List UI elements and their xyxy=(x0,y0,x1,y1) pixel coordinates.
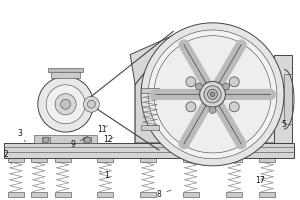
Circle shape xyxy=(154,36,271,153)
Circle shape xyxy=(229,77,239,87)
Bar xyxy=(140,192,156,197)
Bar xyxy=(140,158,156,162)
Circle shape xyxy=(87,100,95,108)
Text: 17: 17 xyxy=(255,176,265,185)
Bar xyxy=(284,74,292,124)
Circle shape xyxy=(204,86,221,103)
Circle shape xyxy=(223,83,230,90)
Polygon shape xyxy=(135,60,185,143)
Bar xyxy=(31,158,47,162)
Bar xyxy=(42,137,50,143)
Polygon shape xyxy=(130,35,205,84)
Bar xyxy=(34,135,98,143)
Bar xyxy=(141,125,159,130)
Bar xyxy=(274,55,292,143)
Circle shape xyxy=(55,94,76,115)
Circle shape xyxy=(38,76,93,132)
Bar xyxy=(183,158,199,162)
Bar xyxy=(8,192,24,197)
Bar xyxy=(4,143,294,158)
Bar xyxy=(98,158,113,162)
Circle shape xyxy=(209,107,216,114)
Text: 5: 5 xyxy=(282,120,286,129)
Bar xyxy=(31,192,47,197)
Bar xyxy=(55,158,70,162)
Bar xyxy=(141,88,159,93)
Circle shape xyxy=(46,85,85,124)
Text: 3: 3 xyxy=(17,129,26,142)
Circle shape xyxy=(43,137,49,143)
Circle shape xyxy=(85,137,90,143)
Text: 11: 11 xyxy=(98,125,107,134)
Bar xyxy=(48,68,83,72)
Bar xyxy=(259,192,275,197)
Circle shape xyxy=(210,92,215,96)
Circle shape xyxy=(186,77,196,87)
Bar xyxy=(55,192,70,197)
Text: 8: 8 xyxy=(157,190,171,199)
Circle shape xyxy=(196,83,202,90)
Circle shape xyxy=(141,23,284,166)
Bar xyxy=(183,192,199,197)
Circle shape xyxy=(229,102,239,112)
Text: 1: 1 xyxy=(99,171,109,180)
Circle shape xyxy=(208,89,218,99)
Bar xyxy=(83,137,92,143)
Text: 12: 12 xyxy=(103,135,113,144)
Circle shape xyxy=(200,81,225,107)
Bar xyxy=(259,158,275,162)
Text: 9: 9 xyxy=(70,136,88,149)
Circle shape xyxy=(61,99,70,109)
Circle shape xyxy=(148,30,277,159)
Text: 2: 2 xyxy=(4,150,11,164)
Bar xyxy=(226,158,242,162)
Bar xyxy=(8,158,24,162)
Bar xyxy=(226,192,242,197)
Bar xyxy=(98,192,113,197)
Bar xyxy=(51,70,80,78)
Circle shape xyxy=(186,102,196,112)
Circle shape xyxy=(83,96,99,112)
Polygon shape xyxy=(135,60,292,143)
